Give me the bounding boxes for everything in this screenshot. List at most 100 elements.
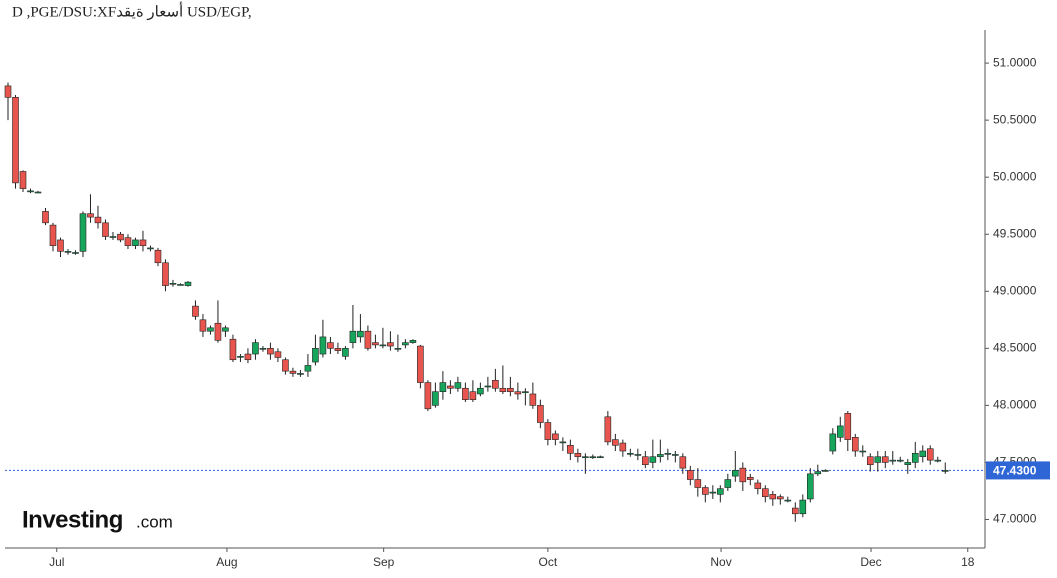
candle-body: [282, 359, 289, 372]
candle-body: [477, 387, 484, 395]
candle-body: [492, 379, 499, 389]
candle-body: [462, 387, 469, 400]
candle-body: [12, 97, 19, 184]
candle-body: [507, 387, 514, 392]
candle-body: [259, 348, 267, 350]
candle-body: [372, 342, 379, 346]
candle-body: [289, 370, 297, 374]
candle-body: [192, 305, 199, 317]
y-tick-label: 49.0000: [993, 283, 1037, 297]
candle-body: [132, 239, 139, 246]
candle-body: [447, 385, 454, 389]
candle-body: [207, 327, 214, 332]
candle-body: [634, 454, 642, 456]
candle-body: [574, 452, 582, 458]
logo-suffix: .com: [136, 512, 173, 531]
candle-body: [387, 342, 394, 347]
candle-body: [4, 85, 12, 98]
chart-title: D ,PGE/DSU:XFأسعار ةيقد USD/EGP,: [12, 1, 252, 20]
candle-body: [649, 456, 657, 463]
candle-body: [769, 494, 777, 500]
x-tick-label: Jul: [49, 555, 64, 569]
candle-body: [327, 342, 334, 349]
candle-body: [762, 488, 769, 497]
candle-body: [432, 391, 439, 406]
candle-body: [537, 405, 544, 423]
logo: Investing: [22, 506, 123, 533]
candle-body: [499, 387, 507, 392]
candle-body: [679, 456, 687, 469]
candle-body: [42, 211, 49, 224]
candle-body: [304, 365, 312, 372]
y-tick-label: 50.0000: [993, 169, 1037, 183]
candle-body: [417, 345, 424, 383]
candle-body: [522, 391, 529, 393]
candle-body: [334, 348, 342, 351]
candle-body: [154, 249, 162, 264]
candle-body: [559, 441, 567, 444]
candle-body: [184, 281, 192, 286]
candle-body: [169, 282, 177, 285]
candle-body: [589, 456, 597, 459]
candle-body: [881, 456, 889, 463]
candle-body: [514, 391, 522, 395]
candle-body: [147, 247, 154, 250]
candle-body: [244, 353, 252, 361]
candle-body: [724, 479, 732, 488]
candle-body: [319, 336, 327, 355]
candle-body: [199, 319, 207, 332]
candle-body: [552, 433, 559, 440]
candle-body: [267, 348, 274, 355]
candle-body: [702, 487, 709, 495]
candle-body: [926, 448, 934, 461]
candle-body: [904, 462, 912, 466]
candle-body: [162, 262, 169, 286]
candle-body: [72, 252, 79, 254]
candle-body: [612, 439, 619, 446]
candle-body: [484, 385, 492, 388]
candle-body: [567, 445, 574, 454]
candle-body: [694, 479, 702, 488]
candle-body: [874, 456, 882, 463]
candle-body: [402, 342, 409, 346]
last-price-label: 47.4300: [993, 464, 1037, 478]
candle-body: [657, 454, 664, 458]
last-price-box: [986, 461, 1050, 480]
candle-body: [177, 284, 184, 286]
candle-body: [87, 213, 94, 218]
candle-body: [57, 239, 64, 252]
y-tick-label: 51.0000: [993, 55, 1037, 69]
candle-body: [604, 416, 612, 443]
candle-body: [814, 471, 822, 475]
candle-body: [222, 327, 229, 332]
candle-body: [941, 470, 949, 472]
candle-body: [627, 452, 634, 455]
x-tick-label: Nov: [710, 555, 731, 569]
candle-body: [357, 330, 364, 338]
candle-body: [619, 442, 627, 452]
candle-body: [469, 391, 477, 400]
candle-body: [229, 338, 237, 361]
candle-body: [642, 456, 649, 466]
candle-body: [889, 459, 897, 462]
x-tick-label: 18: [961, 555, 975, 569]
candle-body: [919, 450, 927, 458]
candle-body: [709, 491, 717, 494]
x-tick-label: Dec: [860, 555, 881, 569]
candle-body: [529, 393, 537, 406]
candle-body: [64, 251, 72, 253]
candle-body: [364, 330, 372, 349]
candle-body: [687, 470, 694, 480]
candle-body: [349, 330, 357, 343]
candle-body: [732, 470, 739, 477]
candle-body: [829, 433, 837, 452]
candle-body: [911, 452, 919, 463]
candle-body: [896, 459, 904, 462]
candle-body: [312, 348, 319, 363]
candle-body: [717, 488, 724, 495]
candle-body: [214, 322, 222, 341]
candle-body: [117, 233, 124, 241]
y-tick-label: 50.5000: [993, 112, 1037, 126]
candle-body: [342, 348, 349, 357]
